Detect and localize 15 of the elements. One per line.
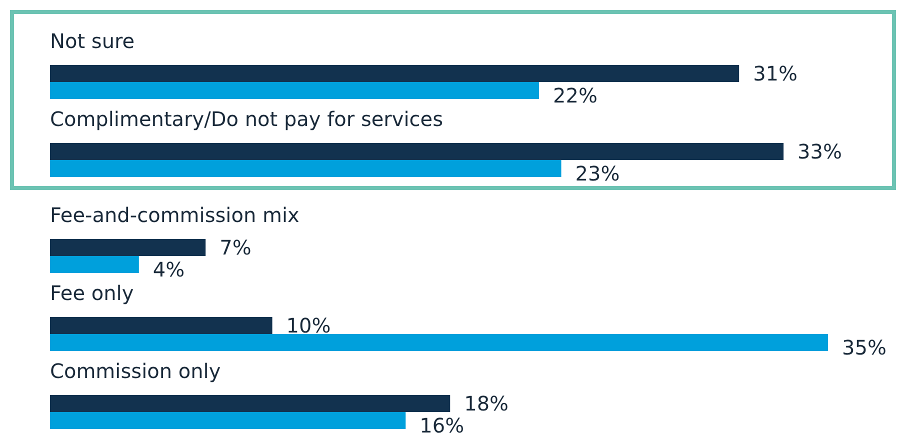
data-label: 22% xyxy=(553,84,598,108)
y-tick-label: Not sure xyxy=(50,29,135,53)
data-label: 16% xyxy=(420,414,464,438)
data-label: 7% xyxy=(220,236,252,260)
data-label: 33% xyxy=(798,140,842,164)
y-tick-label: Fee only xyxy=(50,281,134,305)
y-tick-label: Complimentary/Do not pay for services xyxy=(50,107,444,131)
y-tick-label: Fee-and-commission mix xyxy=(50,203,300,227)
data-label: 31% xyxy=(753,62,798,86)
data-label: 4% xyxy=(152,258,185,282)
data-label: 18% xyxy=(464,392,509,416)
data-label: 10% xyxy=(286,314,331,338)
data-label: 35% xyxy=(842,336,886,360)
data-label: 23% xyxy=(575,162,620,186)
y-tick-label: Commission only xyxy=(50,359,221,383)
